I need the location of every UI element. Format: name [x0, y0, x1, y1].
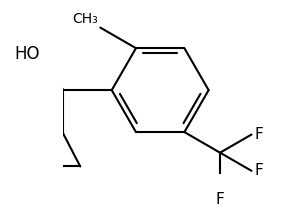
Text: F: F	[254, 127, 263, 142]
Text: CH₃: CH₃	[73, 12, 98, 26]
Text: F: F	[216, 192, 224, 206]
Text: F: F	[254, 163, 263, 178]
Text: HO: HO	[14, 46, 40, 63]
